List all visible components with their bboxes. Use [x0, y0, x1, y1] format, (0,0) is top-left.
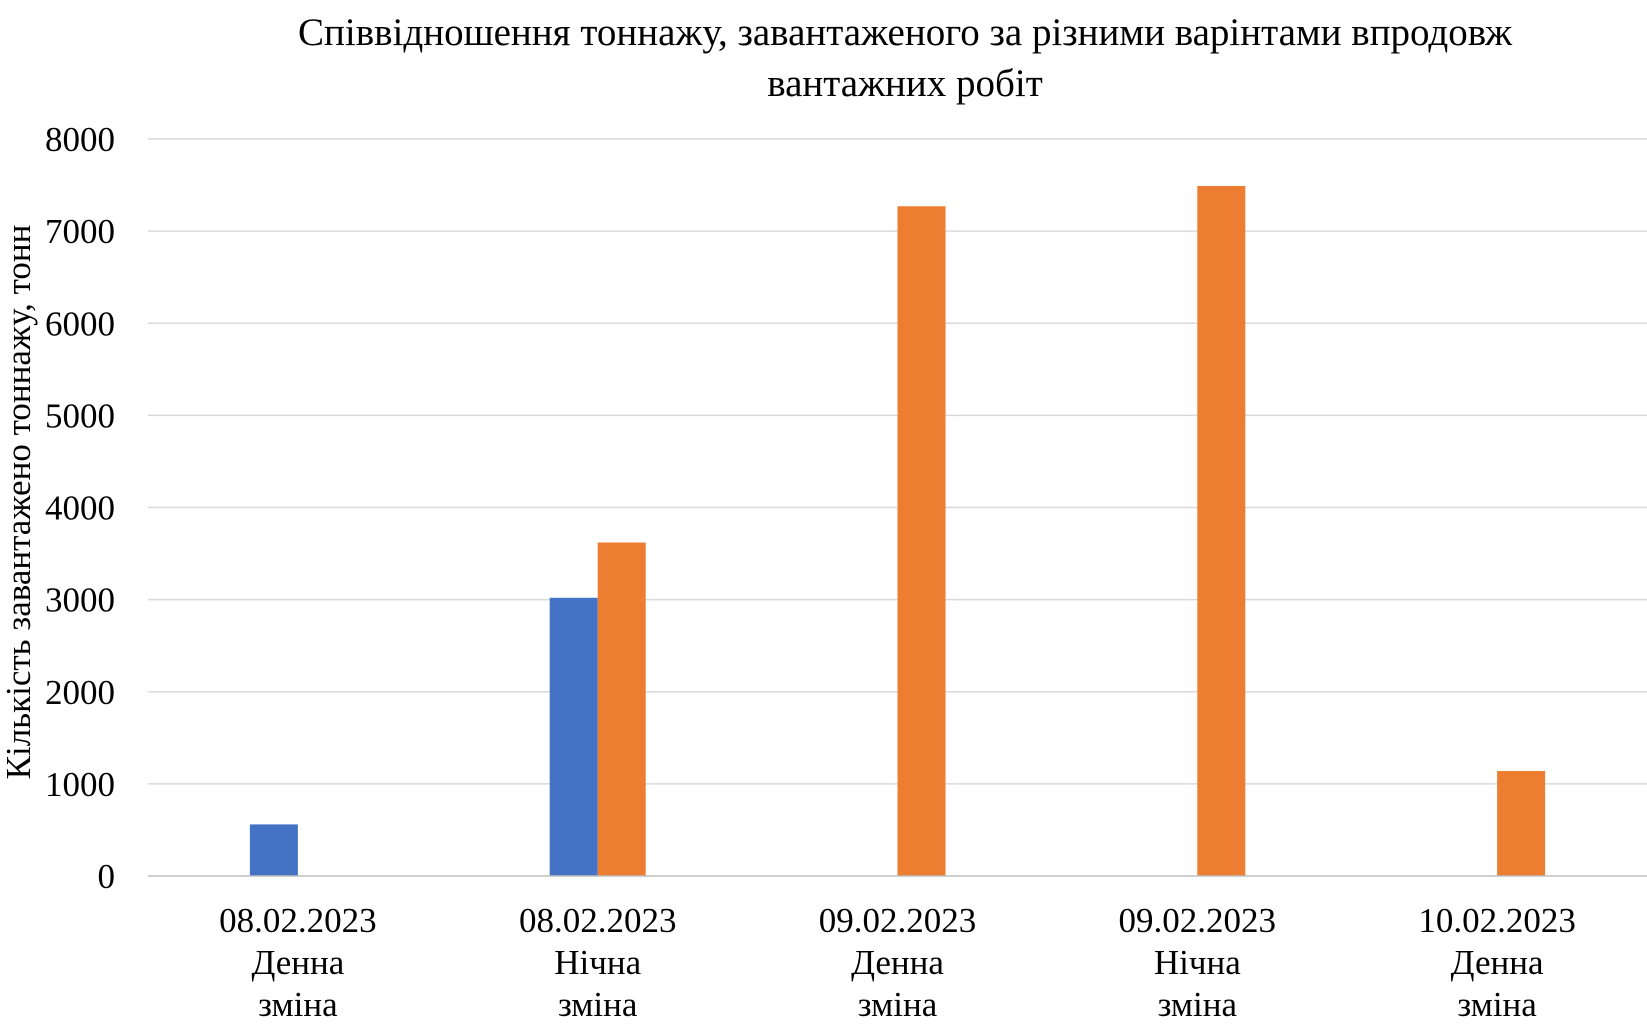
chart-title-line-2: вантажних робіт	[767, 62, 1043, 105]
x-tick-label: 08.02.2023	[519, 901, 677, 940]
bar	[549, 597, 598, 876]
y-axis-ticks: 0 1000 2000 3000 4000 5000 6000 7000 8000	[45, 120, 115, 896]
y-tick-label: 6000	[45, 304, 115, 343]
x-tick-label: Нічна	[554, 943, 641, 982]
x-tick-label: Денна	[251, 943, 344, 982]
y-tick-label: 8000	[45, 120, 115, 159]
x-tick-label: Нічна	[1154, 943, 1241, 982]
bars	[249, 185, 1546, 877]
x-axis-ticks: 08.02.2023Денназміна08.02.2023Нічназміна…	[219, 901, 1576, 1024]
y-tick-label: 5000	[45, 396, 115, 435]
y-tick-label: 0	[98, 857, 116, 896]
y-axis-label: Кількість завантажено тоннажу, тонн	[0, 225, 38, 780]
x-tick-label: 09.02.2023	[819, 901, 977, 940]
x-tick-label: зміна	[558, 985, 638, 1024]
x-tick-label: 08.02.2023	[219, 901, 377, 940]
bar	[1497, 770, 1546, 876]
y-tick-label: 2000	[45, 673, 115, 712]
x-tick-label: зміна	[1457, 985, 1537, 1024]
x-tick-label: Денна	[1451, 943, 1544, 982]
bar	[897, 206, 946, 877]
y-tick-label: 3000	[45, 581, 115, 620]
x-tick-label: 10.02.2023	[1418, 901, 1576, 940]
x-tick-label: Денна	[851, 943, 944, 982]
x-tick-label: зміна	[1158, 985, 1238, 1024]
bar	[1197, 185, 1246, 876]
chart-title: Співвідношення тоннажу, завантаженого за…	[298, 11, 1513, 105]
x-tick-label: зміна	[858, 985, 938, 1024]
chart-title-line-1: Співвідношення тоннажу, завантаженого за…	[298, 11, 1513, 54]
y-tick-label: 1000	[45, 765, 115, 804]
bar	[249, 824, 298, 876]
x-tick-label: 09.02.2023	[1119, 901, 1277, 940]
bar	[597, 542, 646, 876]
x-tick-label: зміна	[258, 985, 338, 1024]
y-tick-label: 7000	[45, 212, 115, 251]
y-tick-label: 4000	[45, 489, 115, 528]
